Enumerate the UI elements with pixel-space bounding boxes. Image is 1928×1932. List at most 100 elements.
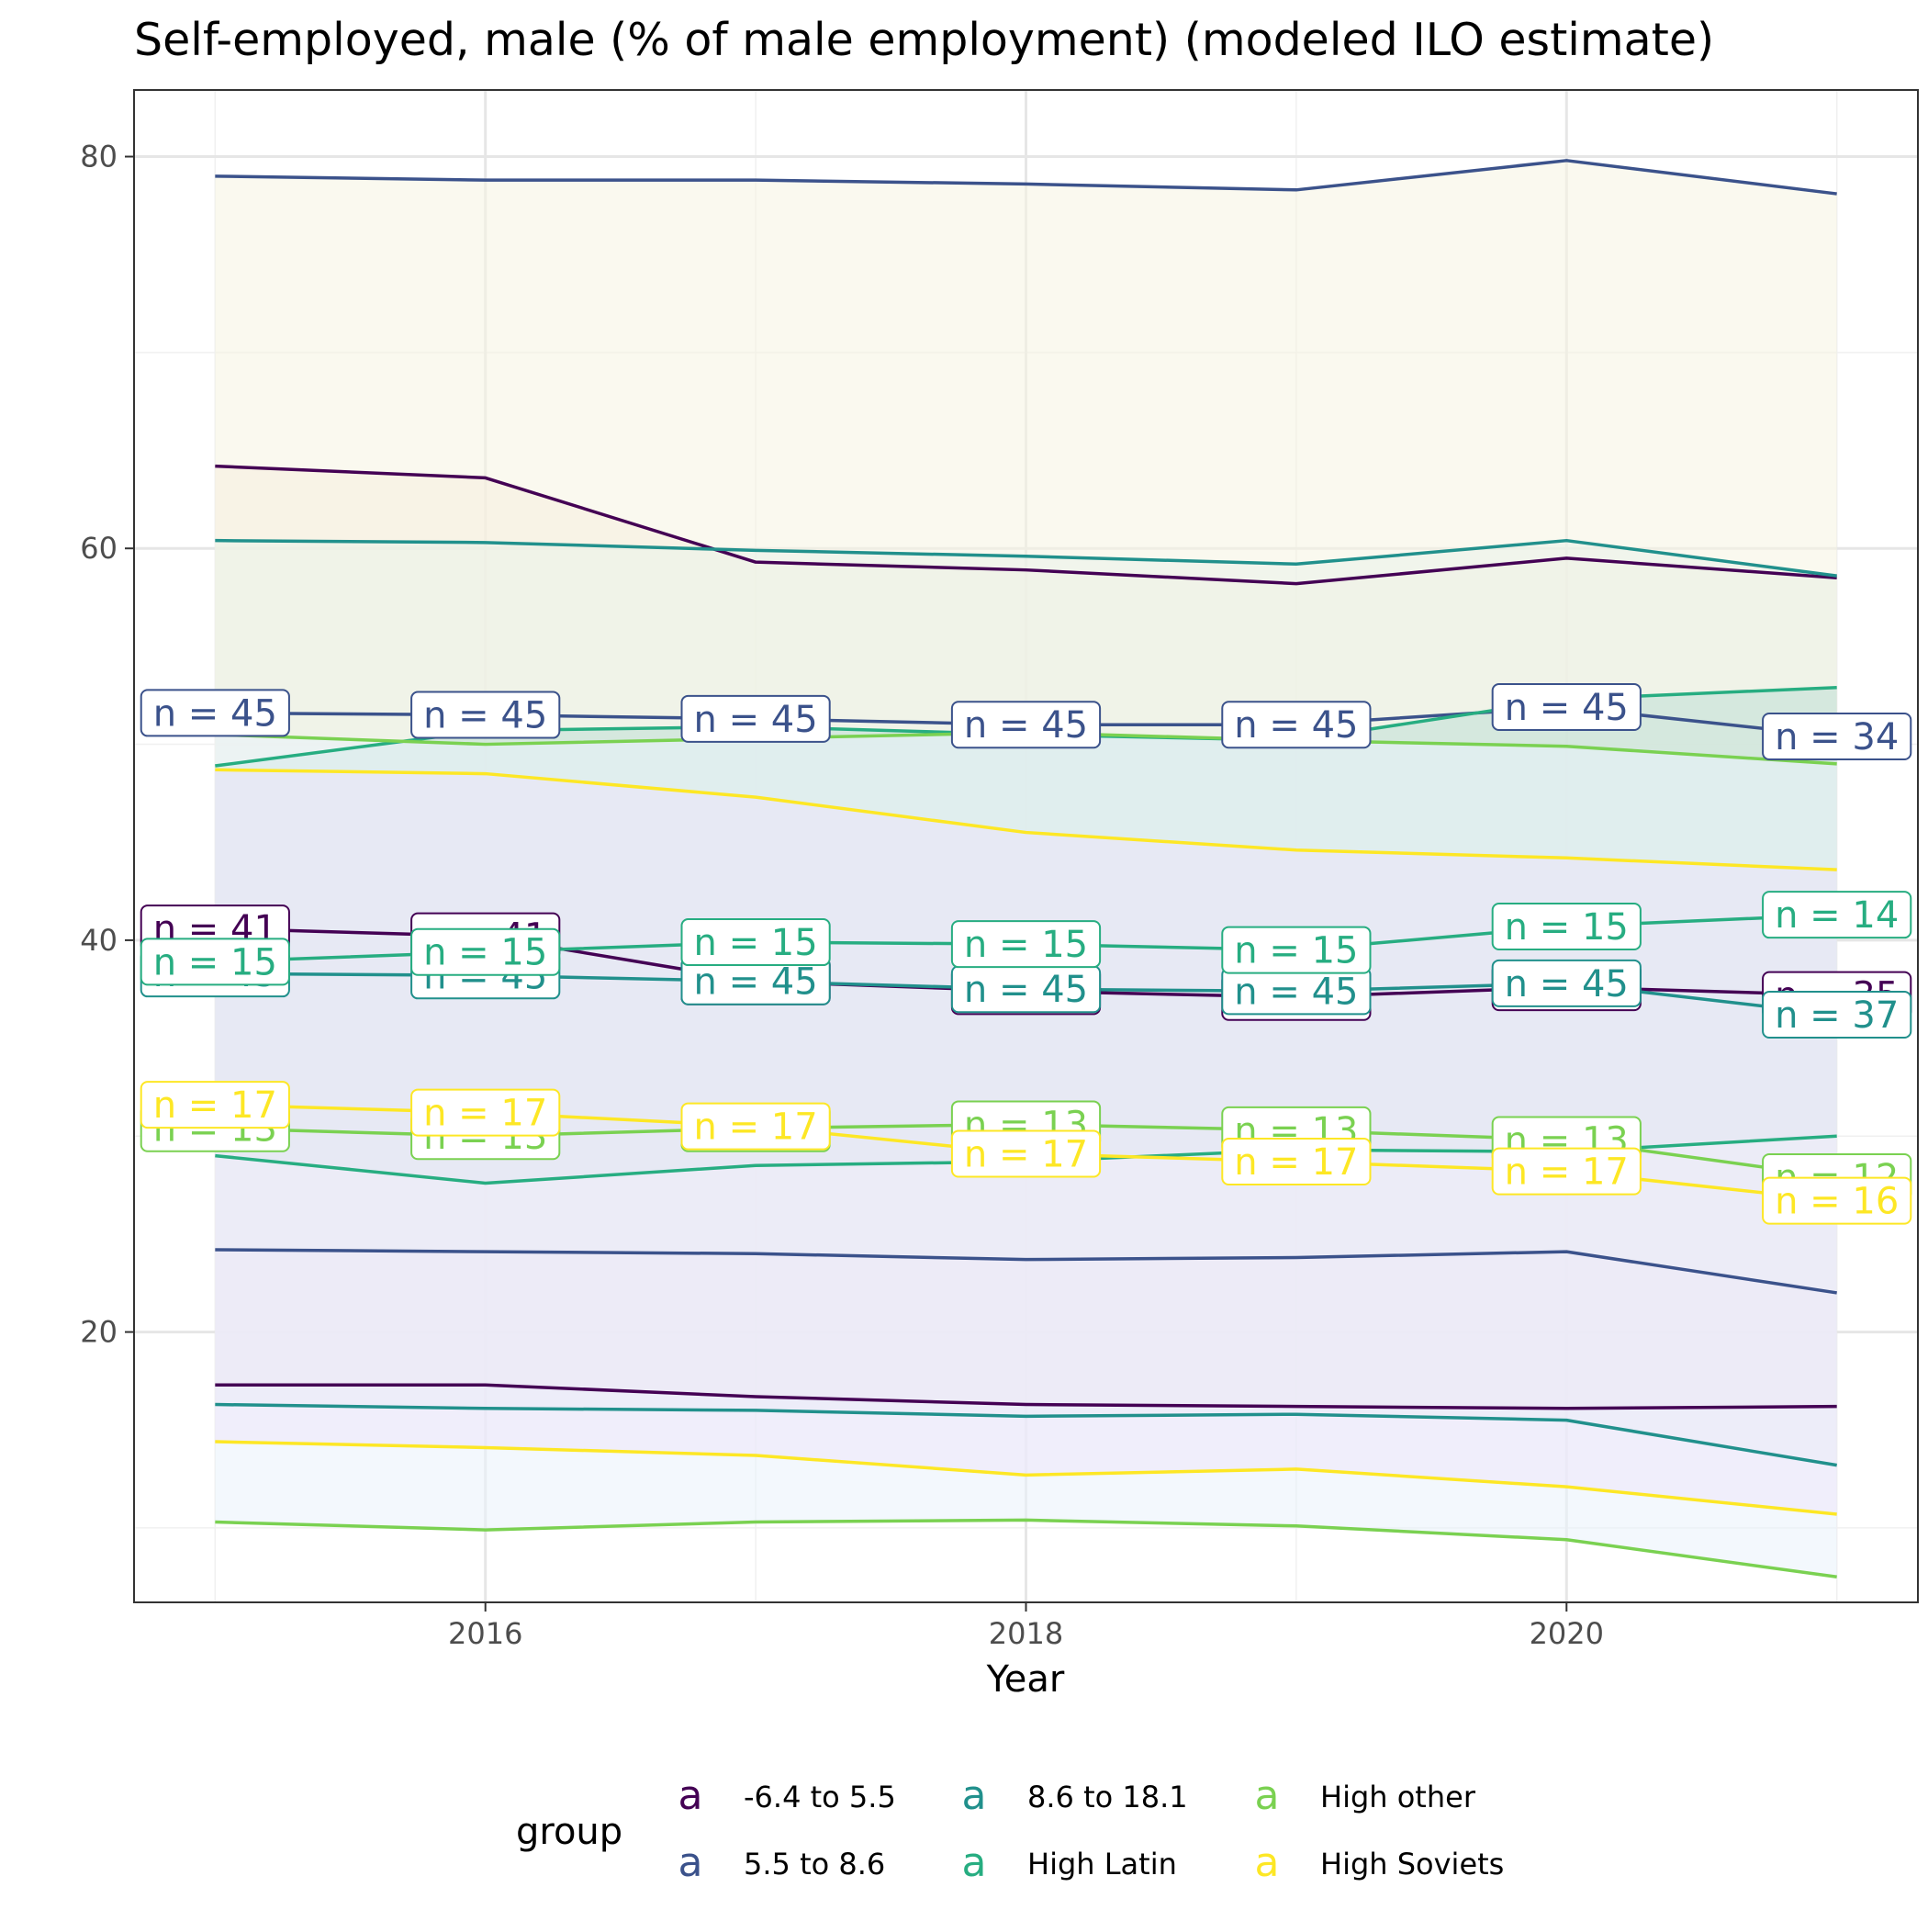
n-label-box [1762, 1176, 1912, 1225]
n-label-text: n = 45 [423, 695, 547, 737]
n-label-box [1762, 990, 1912, 1039]
legend-key: a [962, 1772, 987, 1819]
n-label-box [1491, 683, 1642, 732]
n-label-box [680, 1102, 831, 1151]
y-tick-label: 40 [80, 923, 118, 958]
n-label-box [1762, 891, 1912, 939]
n-label-box [1221, 926, 1372, 974]
line-max-5.5 to 8.6 [215, 159, 1837, 196]
n-label-box [1762, 713, 1912, 761]
n-label-box [140, 689, 290, 737]
n-label-text: n = 15 [964, 924, 1088, 966]
line-min-5.5 to 8.6 [215, 1248, 1837, 1295]
n-label: n = 16 [1762, 1176, 1912, 1225]
n-label: n = 17 [1221, 1137, 1372, 1185]
n-label: n = 45 [1491, 959, 1642, 1007]
n-label: n = 45 [1221, 967, 1372, 1016]
n-label-text: n = 17 [153, 1084, 277, 1127]
legend: group a -6.4 to 5.5 a 5.5 to 8.6 a 8.6 to 18.… [516, 1772, 1504, 1886]
legend-key: a [962, 1839, 987, 1886]
line-max--6.4 to 5.5 [215, 464, 1837, 586]
n-label-box [410, 1088, 561, 1137]
n-label-text: n = 15 [1234, 930, 1358, 972]
n-label-box [140, 1081, 290, 1129]
n-label-box [1221, 701, 1372, 749]
n-label: n = 15 [680, 918, 831, 967]
n-label: n = 45 [1221, 701, 1372, 749]
n-label-text: n = 17 [423, 1093, 547, 1135]
n-label: n = 45 [680, 957, 831, 1005]
n-label-box [680, 918, 831, 967]
n-label: n = 45 [410, 691, 561, 739]
n-label: n = 17 [140, 1081, 290, 1129]
n-label-box [410, 691, 561, 739]
n-label-text: n = 45 [1505, 963, 1629, 1005]
chart-title: Self-employed, male (% of male employmen… [134, 14, 1714, 66]
n-label-box [410, 927, 561, 976]
n-label-text: n = 15 [694, 922, 818, 964]
x-axis-title: Year [986, 1658, 1065, 1701]
axis-layer: 20 40 60 80 2016 2018 2020 [80, 140, 1604, 1651]
n-label: n = 17 [680, 1102, 831, 1151]
n-label-box [950, 701, 1102, 749]
line-min-8.6 to 18.1 [215, 1402, 1837, 1467]
legend-key: a [678, 1772, 703, 1819]
n-label: n = 34 [1762, 713, 1912, 761]
n-label-box [1491, 959, 1642, 1007]
legend-item: a High Soviets [1255, 1839, 1505, 1886]
n-label: n = 17 [950, 1129, 1102, 1178]
n-label-text: n = 37 [1775, 994, 1899, 1037]
n-label: n = 15 [1491, 902, 1642, 950]
n-label-text: n = 15 [1505, 906, 1629, 949]
n-label: n = 17 [410, 1088, 561, 1137]
legend-title: group [516, 1811, 622, 1853]
line-max-High Soviets [215, 768, 1837, 871]
n-label: n = 15 [410, 927, 561, 976]
n-label-text: n = 45 [964, 704, 1088, 747]
legend-item: a 8.6 to 18.1 [962, 1772, 1188, 1819]
legend-label: High Soviets [1320, 1847, 1504, 1881]
n-label: n = 15 [950, 920, 1102, 969]
n-label-text: n = 17 [694, 1106, 818, 1149]
n-label: n = 45 [1491, 683, 1642, 732]
legend-item: a High other [1255, 1772, 1476, 1819]
legend-label: 8.6 to 18.1 [1027, 1780, 1188, 1814]
n-label-text: n = 17 [1505, 1151, 1629, 1194]
legend-key: a [1255, 1839, 1280, 1886]
line-min--6.4 to 5.5 [215, 1383, 1837, 1410]
y-tick-label: 80 [80, 140, 118, 174]
n-label-box [1491, 1147, 1642, 1196]
label-layer: n = 41n = 41n = 45n = 45n = 45n = 45n = … [140, 683, 1912, 1225]
n-label-text: n = 17 [1234, 1141, 1358, 1184]
n-label-box [950, 920, 1102, 969]
n-label-text: n = 34 [1775, 716, 1899, 758]
legend-label: High Latin [1027, 1847, 1177, 1881]
n-label: n = 45 [680, 694, 831, 743]
n-label-text: n = 45 [694, 699, 818, 741]
x-tick-label: 2018 [989, 1616, 1063, 1651]
line-min-High Soviets [215, 1440, 1837, 1516]
n-label: n = 17 [1491, 1147, 1642, 1196]
n-label: n = 37 [1762, 990, 1912, 1039]
band-layer [215, 160, 1837, 1578]
x-tick-label: 2020 [1530, 1616, 1604, 1651]
y-tick-label: 20 [80, 1315, 118, 1350]
n-label: n = 15 [1221, 926, 1372, 974]
n-label-text: n = 14 [1775, 894, 1899, 937]
n-label-box [680, 694, 831, 743]
y-tick-label: 60 [80, 531, 118, 566]
n-label-text: n = 15 [423, 932, 547, 974]
n-label-box [1221, 1137, 1372, 1185]
n-label: n = 45 [950, 965, 1102, 1014]
n-label-box [1491, 902, 1642, 950]
n-label: n = 45 [950, 701, 1102, 749]
n-label-text: n = 16 [1775, 1181, 1899, 1223]
n-label-text: n = 45 [1505, 687, 1629, 729]
n-label: n = 45 [140, 689, 290, 737]
line-max-8.6 to 18.1 [215, 538, 1837, 578]
line-min-High other [215, 1518, 1837, 1578]
legend-item: a 5.5 to 8.6 [678, 1839, 886, 1886]
n-label-text: n = 17 [964, 1133, 1088, 1175]
